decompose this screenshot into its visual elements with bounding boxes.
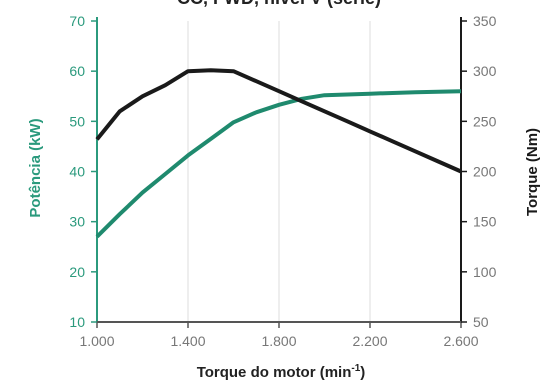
y-left-tick-label-1: 20 <box>69 264 85 280</box>
x-tick-label-2: 1.800 <box>261 333 296 349</box>
y-left-tick-label-2: 30 <box>69 214 85 230</box>
x-axis-title-main: Torque do motor (min <box>197 364 352 381</box>
y-right-axis-title: Torque (Nm) <box>524 128 541 216</box>
torque-line <box>95 68 462 174</box>
y-right-tick-label-3: 200 <box>473 164 497 180</box>
y-left-axis-title: Potência (kW) <box>27 118 44 217</box>
grid-lines <box>96 21 462 322</box>
x-tick-label-3: 2.200 <box>352 333 387 349</box>
y-left-tick-label-5: 60 <box>69 63 85 79</box>
x-axis-title-end: ) <box>360 364 365 381</box>
y-left-tick-label-6: 70 <box>69 13 85 29</box>
tick-group: 1.000 1.400 1.800 2.200 2.600 10 20 30 40 50 60 70 5… <box>69 13 496 349</box>
power-line <box>95 89 462 239</box>
x-tick-label-0: 1.000 <box>79 333 114 349</box>
series-group <box>95 68 462 239</box>
x-tick-label-1: 1.400 <box>170 333 205 349</box>
y-right-tick-label-5: 300 <box>473 63 497 79</box>
y-left-tick-label-0: 10 <box>69 314 85 330</box>
x-axis-title: Torque do motor (min-1) <box>197 363 366 381</box>
y-right-tick-label-4: 250 <box>473 113 497 129</box>
y-left-tick-label-4: 50 <box>69 113 85 129</box>
y-right-tick-label-2: 150 <box>473 214 497 230</box>
y-right-tick-label-1: 100 <box>473 264 497 280</box>
x-axis-title-superscript: -1 <box>351 363 360 374</box>
chart-title: CC, FWD, nível V (série) <box>177 0 381 8</box>
x-tick-label-4: 2.600 <box>443 333 478 349</box>
y-right-tick-label-0: 50 <box>473 314 489 330</box>
y-right-tick-label-6: 350 <box>473 13 497 29</box>
y-left-tick-label-3: 40 <box>69 164 85 180</box>
